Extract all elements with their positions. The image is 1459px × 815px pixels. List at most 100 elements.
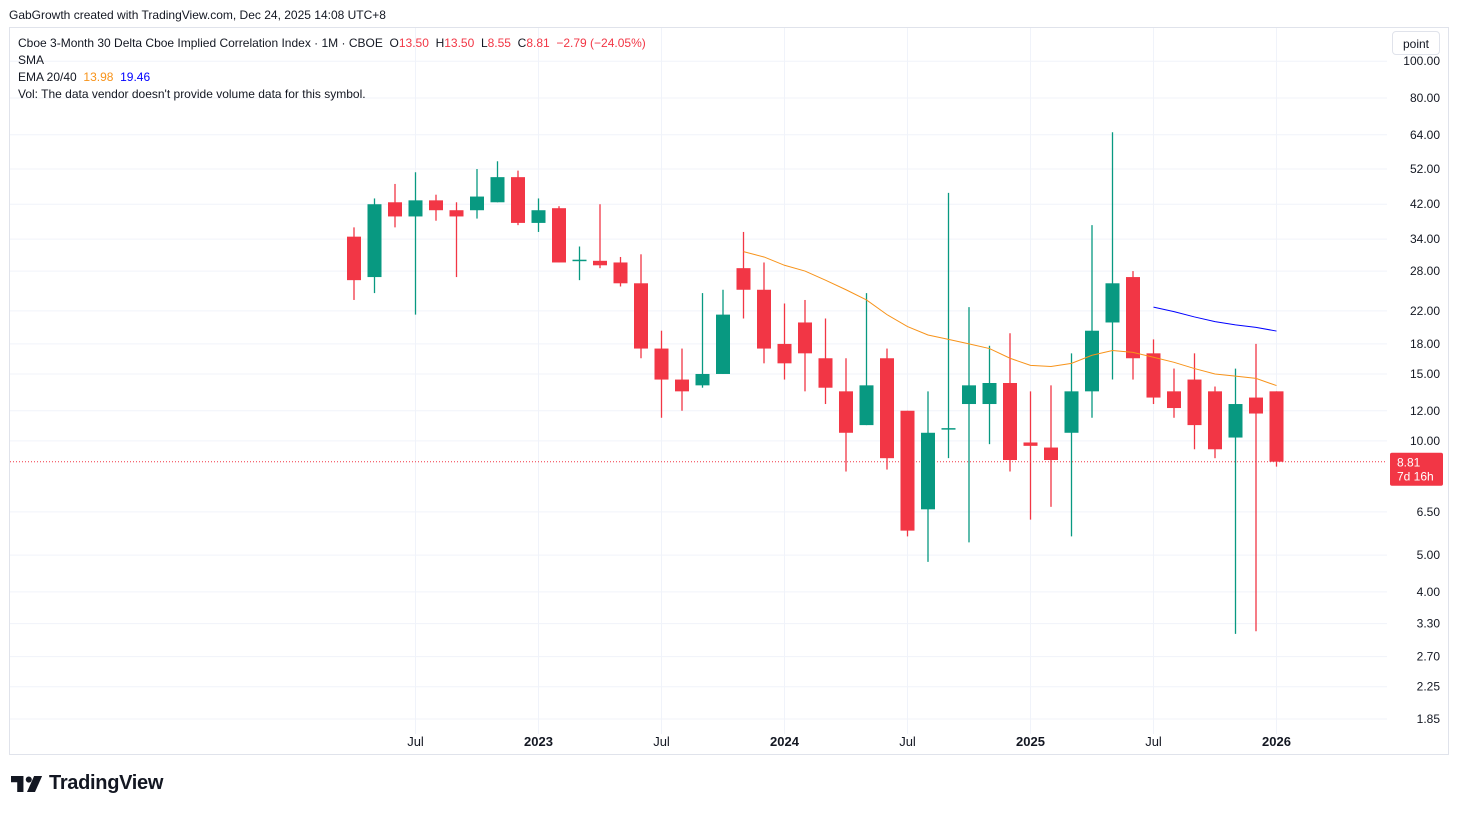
- x-tick-label: Jul: [899, 734, 916, 749]
- candle-body: [695, 373, 710, 386]
- candle-body: [798, 322, 812, 354]
- candle-body: [1269, 391, 1284, 462]
- candle-body: [839, 391, 853, 433]
- candle-body: [880, 358, 894, 459]
- candle-body: [572, 259, 587, 262]
- candle-body: [511, 177, 525, 223]
- candle-body: [1228, 404, 1243, 438]
- candle-body: [408, 200, 423, 217]
- candle-body: [941, 428, 956, 430]
- x-tick-label: Jul: [1145, 734, 1162, 749]
- candle-body: [757, 289, 771, 349]
- low-label: L: [480, 36, 488, 50]
- candle-body: [429, 200, 443, 211]
- last-price-value: 8.81: [1397, 456, 1421, 470]
- symbol-legend: Cboe 3-Month 30 Delta Cboe Implied Corre…: [18, 36, 646, 50]
- high-value: 13.50: [444, 36, 475, 50]
- candle-body: [962, 385, 976, 405]
- y-tick-label: 5.00: [1417, 548, 1441, 562]
- candle-body: [1064, 391, 1079, 433]
- candle-body: [675, 379, 689, 392]
- candle-body: [1003, 383, 1017, 461]
- y-tick-label: 12.00: [1410, 404, 1440, 418]
- candle-body: [470, 196, 484, 211]
- candle-body: [593, 260, 607, 266]
- candle-body: [367, 204, 382, 278]
- y-tick-label: 15.00: [1410, 367, 1440, 381]
- y-tick-label: 10.00: [1410, 434, 1440, 448]
- ema-legend[interactable]: EMA 20/40 13.98 19.46: [18, 70, 150, 84]
- y-tick-label: 2.25: [1417, 680, 1441, 694]
- ema-label: EMA 20/40: [18, 70, 77, 84]
- x-tick-label: Jul: [407, 734, 424, 749]
- tradingview-brand: TradingView: [49, 772, 164, 794]
- y-tick-label: 3.30: [1417, 617, 1441, 631]
- candle-body: [490, 177, 505, 203]
- x-tick-label: 2023: [524, 734, 553, 749]
- candle-body: [859, 385, 874, 426]
- candle-body: [716, 314, 730, 374]
- y-tick-label: 18.00: [1410, 337, 1440, 351]
- y-tick-label: 80.00: [1410, 91, 1440, 105]
- candle-body: [1146, 353, 1161, 398]
- ema-line: [1153, 306, 1277, 332]
- change-value: −2.79 (−24.05%): [556, 36, 646, 50]
- y-tick-label: 34.00: [1410, 232, 1440, 246]
- y-tick-label: 52.00: [1410, 162, 1440, 176]
- candle-body: [634, 283, 648, 349]
- candle-body: [982, 383, 997, 405]
- candle-body: [921, 432, 935, 510]
- last-price-tag: [1390, 452, 1443, 486]
- x-tick-label: Jul: [653, 734, 670, 749]
- candle-body: [1105, 283, 1120, 323]
- sma-legend[interactable]: SMA: [18, 53, 45, 67]
- y-tick-label: 42.00: [1410, 197, 1440, 211]
- volume-legend: Vol: The data vendor doesn't provide vol…: [18, 87, 366, 101]
- candle-body: [449, 210, 464, 217]
- candle-body: [1167, 391, 1181, 409]
- low-value: 8.55: [487, 36, 511, 50]
- candle-body: [613, 262, 628, 284]
- ema-line: [743, 251, 1277, 387]
- close-label: C: [517, 36, 527, 50]
- candle-body: [900, 410, 915, 531]
- candle-body: [1023, 442, 1038, 446]
- candle-body: [347, 236, 361, 281]
- y-tick-label: 6.50: [1417, 505, 1441, 519]
- candle-body: [654, 348, 669, 380]
- x-tick-label: 2025: [1016, 734, 1045, 749]
- y-tick-label: 22.00: [1410, 304, 1440, 318]
- x-tick-label: 2026: [1262, 734, 1291, 749]
- candle-body: [736, 268, 751, 290]
- high-label: H: [435, 36, 445, 50]
- y-tick-label: 4.00: [1417, 585, 1441, 599]
- candle-body: [1126, 277, 1140, 359]
- bar-countdown: 7d 16h: [1397, 470, 1434, 484]
- y-tick-label: 1.85: [1417, 712, 1441, 726]
- chart-frame: [9, 27, 1449, 755]
- tradingview-logo-icon: [11, 775, 43, 792]
- candle-body: [1085, 330, 1099, 392]
- x-tick-label: 2024: [770, 734, 800, 749]
- candle-body: [777, 343, 792, 364]
- footer-logo[interactable]: TradingView: [11, 772, 163, 795]
- scale-mode-button[interactable]: point: [1392, 31, 1440, 55]
- chart-credit: GabGrowth created with TradingView.com, …: [9, 8, 386, 22]
- candle-body: [552, 208, 566, 263]
- y-tick-label: 100.00: [1403, 54, 1440, 68]
- ema20-value: 13.98: [83, 70, 114, 84]
- candle-body: [818, 358, 833, 388]
- close-value: 8.81: [526, 36, 550, 50]
- ema40-value: 19.46: [120, 70, 151, 84]
- candle-body: [1208, 391, 1222, 450]
- y-tick-label: 28.00: [1410, 264, 1440, 278]
- open-value: 13.50: [398, 36, 429, 50]
- y-tick-label: 64.00: [1410, 128, 1440, 142]
- candle-body: [1187, 379, 1202, 426]
- candle-body: [388, 202, 402, 217]
- candle-body: [1249, 397, 1263, 414]
- candle-body: [531, 210, 546, 223]
- candle-body: [1044, 447, 1058, 461]
- y-tick-label: 2.70: [1417, 650, 1441, 664]
